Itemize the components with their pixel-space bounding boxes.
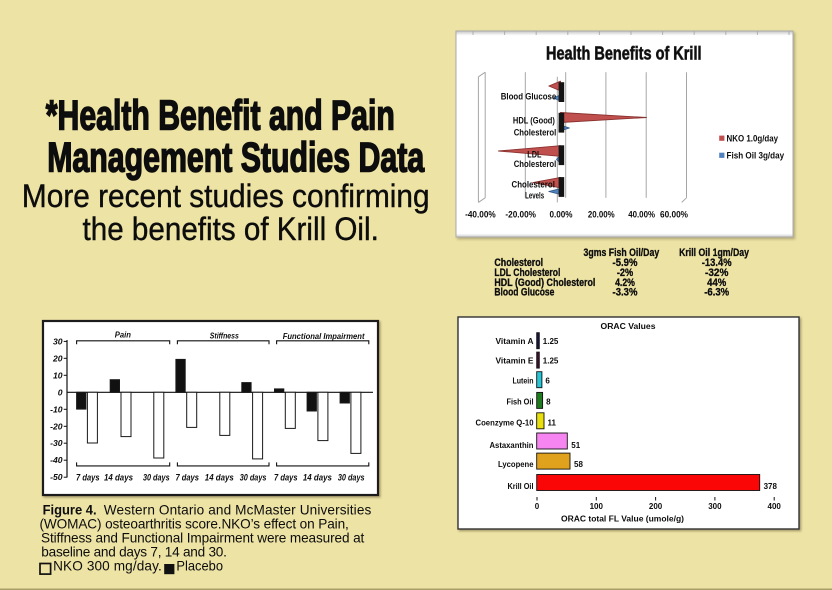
svg-text:Blood Glucose: Blood Glucose bbox=[501, 91, 557, 101]
svg-text:40.00%: 40.00% bbox=[628, 209, 655, 219]
svg-text:Placebo: Placebo bbox=[176, 558, 223, 573]
svg-text:HDL (Good): HDL (Good) bbox=[513, 116, 555, 126]
svg-text:4.2%: 4.2% bbox=[615, 277, 635, 289]
svg-text:300: 300 bbox=[708, 502, 722, 511]
svg-text:20: 20 bbox=[52, 353, 63, 363]
svg-text:10: 10 bbox=[53, 370, 63, 380]
svg-text:7 days: 7 days bbox=[274, 472, 298, 482]
svg-text:30 days: 30 days bbox=[240, 472, 267, 482]
svg-text:NKO 300 mg/day.: NKO 300 mg/day. bbox=[53, 558, 162, 573]
svg-text:8: 8 bbox=[546, 398, 551, 407]
svg-text:Western Ontario and McMaster U: Western Ontario and McMaster Universitie… bbox=[104, 503, 372, 518]
svg-text:ORAC Values: ORAC Values bbox=[601, 321, 656, 331]
svg-text:400: 400 bbox=[768, 502, 782, 511]
svg-text:14 days: 14 days bbox=[205, 472, 234, 482]
svg-text:-2%: -2% bbox=[617, 267, 633, 279]
svg-text:30: 30 bbox=[53, 336, 63, 346]
svg-text:Fish Oil 3g/day: Fish Oil 3g/day bbox=[727, 151, 785, 161]
svg-text:(WOMAC) osteoarthritis score.N: (WOMAC) osteoarthritis score.NKO’s effec… bbox=[40, 517, 349, 532]
svg-text:30 days: 30 days bbox=[143, 472, 170, 482]
svg-text:Health Benefits of Krill: Health Benefits of Krill bbox=[546, 43, 702, 64]
svg-text:Vitamin A: Vitamin A bbox=[496, 337, 534, 346]
svg-text:LDL Cholesterol: LDL Cholesterol bbox=[494, 267, 560, 279]
svg-text:0: 0 bbox=[58, 387, 63, 397]
svg-text:0.00%: 0.00% bbox=[549, 209, 572, 219]
svg-text:Figure 4.: Figure 4. bbox=[43, 503, 97, 518]
svg-text:-10: -10 bbox=[50, 404, 63, 414]
svg-text:ORAC total FL Value (umole/g): ORAC total FL Value (umole/g) bbox=[561, 514, 684, 523]
svg-text:20.00%: 20.00% bbox=[588, 209, 615, 219]
svg-text:-50: -50 bbox=[50, 472, 63, 482]
svg-text:-40.00%: -40.00% bbox=[465, 209, 496, 219]
svg-text:60.00%: 60.00% bbox=[660, 209, 688, 219]
svg-text:-32%: -32% bbox=[705, 267, 729, 279]
svg-text:Astaxanthin: Astaxanthin bbox=[490, 441, 534, 450]
svg-text:1.25: 1.25 bbox=[543, 357, 559, 366]
svg-text:-5.9%: -5.9% bbox=[613, 257, 638, 269]
svg-text:Stiffness and Functional Impai: Stiffness and Functional Impairment were… bbox=[41, 531, 365, 546]
svg-text:Vitamin E: Vitamin E bbox=[496, 357, 535, 366]
svg-text:200: 200 bbox=[649, 502, 663, 511]
svg-text:Lycopene: Lycopene bbox=[498, 460, 534, 469]
svg-text:LDL: LDL bbox=[527, 150, 542, 160]
svg-text:Coenzyme Q-10: Coenzyme Q-10 bbox=[476, 418, 535, 427]
svg-text:NKO 1.0g/day: NKO 1.0g/day bbox=[727, 134, 779, 144]
svg-text:baseline and days 7, 14 and 30: baseline and days 7, 14 and 30. bbox=[41, 544, 227, 559]
svg-text:Cholesterol: Cholesterol bbox=[514, 127, 557, 137]
svg-text:Lutein: Lutein bbox=[513, 376, 534, 385]
svg-text:1.25: 1.25 bbox=[543, 337, 559, 346]
svg-text:HDL (Good) Cholesterol: HDL (Good) Cholesterol bbox=[494, 277, 595, 289]
svg-text:Fish Oil: Fish Oil bbox=[507, 398, 534, 407]
svg-text:Blood Glucose: Blood Glucose bbox=[494, 287, 554, 299]
svg-text:3gms Fish Oil/Day: 3gms Fish Oil/Day bbox=[584, 247, 660, 259]
svg-text:Levels: Levels bbox=[525, 190, 544, 200]
svg-text:7 days: 7 days bbox=[76, 472, 100, 482]
svg-text:378: 378 bbox=[764, 482, 778, 491]
svg-text:Krill Oil: Krill Oil bbox=[508, 482, 534, 491]
svg-text:-6.3%: -6.3% bbox=[704, 287, 729, 299]
svg-text:Management Studies Data: Management Studies Data bbox=[47, 134, 425, 180]
svg-text:11: 11 bbox=[548, 418, 557, 427]
svg-text:More recent studies confirming: More recent studies confirming bbox=[22, 178, 430, 214]
svg-text:51: 51 bbox=[571, 441, 580, 450]
svg-text:*Health Benefit and Pain: *Health Benefit and Pain bbox=[46, 92, 395, 138]
svg-text:-20.00%: -20.00% bbox=[505, 209, 536, 219]
svg-text:Functional Impairment: Functional Impairment bbox=[283, 331, 366, 341]
svg-text:58: 58 bbox=[574, 460, 583, 469]
svg-text:30 days: 30 days bbox=[338, 472, 365, 482]
svg-text:-20: -20 bbox=[50, 421, 63, 431]
svg-text:Krill Oil 1gm/Day: Krill Oil 1gm/Day bbox=[679, 247, 750, 259]
svg-text:-40: -40 bbox=[50, 455, 63, 465]
svg-text:6: 6 bbox=[545, 376, 550, 385]
svg-text:Pain: Pain bbox=[115, 330, 131, 340]
svg-text:44%: 44% bbox=[707, 277, 726, 289]
svg-text:the benefits of Krill Oil.: the benefits of Krill Oil. bbox=[83, 211, 379, 247]
svg-text:Cholesterol: Cholesterol bbox=[494, 257, 543, 269]
svg-text:Stiffness: Stiffness bbox=[210, 330, 239, 340]
svg-text:Cholesterol: Cholesterol bbox=[514, 159, 557, 169]
svg-text:0: 0 bbox=[535, 502, 540, 511]
svg-text:14 days: 14 days bbox=[104, 472, 133, 482]
svg-text:7 days: 7 days bbox=[175, 472, 199, 482]
svg-text:100: 100 bbox=[590, 502, 604, 511]
svg-text:14 days: 14 days bbox=[303, 472, 332, 482]
svg-text:-3.3%: -3.3% bbox=[613, 287, 638, 299]
svg-text:-13.4%: -13.4% bbox=[702, 257, 732, 269]
svg-text:-30: -30 bbox=[50, 438, 63, 448]
svg-text:Cholesterol: Cholesterol bbox=[512, 180, 555, 190]
